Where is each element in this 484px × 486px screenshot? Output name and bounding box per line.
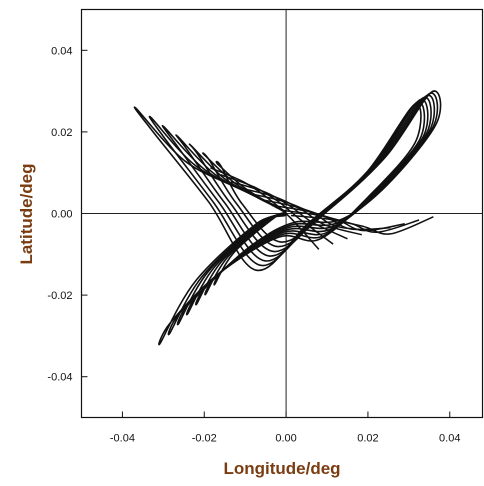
y-tick-label: 0.04 [51,45,72,57]
trajectory-strand [220,174,334,245]
x-tick-label: 0.02 [357,433,378,445]
x-tick-labels: -0.04 -0.02 0.00 0.02 0.04 [110,433,461,445]
x-tick-label: -0.02 [192,433,217,445]
y-tick-label: 0.00 [51,209,72,221]
x-tick-label: -0.04 [110,433,135,445]
trajectory-series [133,90,442,346]
trajectory-strands [210,167,434,250]
y-tick-label: 0.02 [51,127,72,139]
x-axis-title: Longitude/deg [223,459,340,478]
x-tick-label: 0.04 [439,433,460,445]
x-tick-label: 0.00 [275,433,296,445]
y-axis-title: Latitude/deg [17,163,36,264]
y-tick-labels: -0.04 -0.02 0.00 0.02 0.04 [47,45,72,383]
trajectory-loop [202,92,439,296]
trajectory-loop [175,96,432,316]
trajectory-loop [133,103,422,346]
trajectory-loop [213,90,442,286]
trajectory-strand [290,214,434,235]
y-tick-label: -0.02 [47,290,72,302]
trajectory-loop [188,94,436,306]
y-tick-label: -0.04 [47,372,72,384]
